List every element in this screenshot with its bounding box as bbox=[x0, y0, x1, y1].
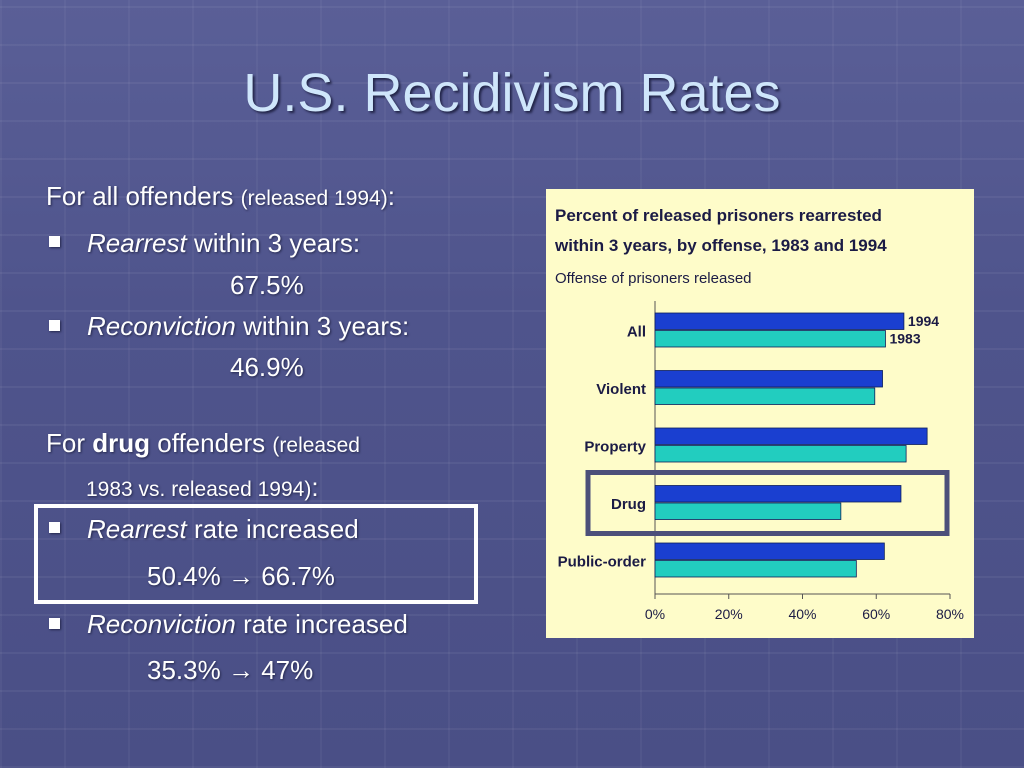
bar-public-order-1983 bbox=[654, 560, 857, 578]
rearrest-highlight-box bbox=[34, 504, 478, 604]
x-tick-label: 0% bbox=[645, 606, 665, 622]
legend-label-1983: 1983 bbox=[889, 331, 920, 347]
bar-public-order-1994 bbox=[654, 542, 885, 560]
drug-rearrest-text: rate increased bbox=[193, 514, 359, 544]
drug-offenders-heading: For drug offenders (released bbox=[46, 428, 360, 459]
arrow-right-icon: → bbox=[227, 655, 254, 685]
bar-all-1983 bbox=[654, 330, 886, 348]
reconviction-term: Reconviction bbox=[87, 311, 236, 341]
drug-heading-offenders: offenders bbox=[157, 428, 266, 458]
bar-drug-1983 bbox=[654, 502, 842, 520]
square-bullet-icon bbox=[49, 618, 60, 629]
bar-all-1994 bbox=[654, 312, 905, 330]
recidivism-chart: Percent of released prisoners rearrested… bbox=[546, 189, 974, 638]
rearrest-value: 67.5% bbox=[230, 270, 304, 300]
x-tick-label: 40% bbox=[788, 606, 816, 622]
legend-label-1994: 1994 bbox=[908, 313, 939, 329]
drug-highlight-box bbox=[585, 470, 950, 536]
bar-violent-1983 bbox=[654, 387, 876, 405]
drug-rearrest-change: 50.4% → 66.7% bbox=[147, 561, 335, 592]
reconviction-line: Reconviction within 3 years: bbox=[87, 311, 409, 342]
x-tick-label: 80% bbox=[936, 606, 964, 622]
drug-heading-note-line: 1983 vs. released 1994): bbox=[86, 472, 319, 503]
category-label-property: Property bbox=[584, 439, 646, 456]
drug-reconviction-line: Reconviction rate increased bbox=[87, 609, 408, 640]
category-label-drug: Drug bbox=[611, 496, 646, 513]
drug-heading-note-1: (released bbox=[272, 434, 360, 457]
category-label-violent: Violent bbox=[596, 381, 646, 398]
rearrest-term: Rearrest bbox=[87, 228, 187, 258]
drug-reconviction-term: Reconviction bbox=[87, 609, 236, 639]
square-bullet-icon bbox=[49, 236, 60, 247]
chart-canvas: Percent of released prisoners rearrested… bbox=[554, 206, 964, 622]
drug-rearrest-line: Rearrest rate increased bbox=[87, 514, 359, 545]
slide-title: U.S. Recidivism Rates bbox=[243, 63, 781, 123]
bar-drug-1994 bbox=[654, 485, 902, 503]
bar-property-1983 bbox=[654, 445, 907, 463]
drug-rearrest-from: 50.4% bbox=[147, 561, 221, 591]
drug-heading-bold: drug bbox=[92, 428, 150, 458]
chart-subtitle: Offense of prisoners released bbox=[555, 270, 752, 287]
drug-rearrest-to: 66.7% bbox=[261, 561, 335, 591]
reconviction-text: within 3 years: bbox=[243, 311, 410, 341]
all-offenders-note: (released 1994) bbox=[240, 187, 388, 210]
rearrest-text: within 3 years: bbox=[193, 228, 361, 258]
x-tick-label: 60% bbox=[862, 606, 890, 622]
category-label-public-order: Public-order bbox=[558, 554, 647, 571]
drug-rearrest-term: Rearrest bbox=[87, 514, 187, 544]
drug-heading-note-2: 1983 vs. released 1994) bbox=[86, 478, 312, 501]
arrow-right-icon: → bbox=[227, 561, 254, 591]
bar-property-1994 bbox=[654, 427, 928, 445]
bar-violent-1994 bbox=[654, 370, 883, 388]
drug-reconviction-change: 35.3% → 47% bbox=[147, 655, 313, 686]
square-bullet-icon bbox=[49, 522, 60, 533]
rearrest-line: Rearrest within 3 years: bbox=[87, 228, 360, 259]
drug-heading-colon: : bbox=[311, 472, 319, 502]
chart-title-line-2: within 3 years, by offense, 1983 and 199… bbox=[554, 236, 887, 255]
drug-reconviction-text: rate increased bbox=[243, 609, 408, 639]
all-offenders-label: For all offenders bbox=[46, 181, 234, 211]
drug-heading-for: For bbox=[46, 428, 85, 458]
square-bullet-icon bbox=[49, 320, 60, 331]
all-offenders-colon: : bbox=[387, 181, 395, 211]
chart-title-line-1: Percent of released prisoners rearrested bbox=[555, 206, 882, 225]
reconviction-value: 46.9% bbox=[230, 352, 304, 382]
category-label-all: All bbox=[627, 324, 646, 341]
drug-reconviction-from: 35.3% bbox=[147, 655, 221, 685]
drug-reconviction-to: 47% bbox=[261, 655, 314, 685]
all-offenders-heading: For all offenders (released 1994): bbox=[46, 181, 395, 212]
x-tick-label: 20% bbox=[715, 606, 743, 622]
